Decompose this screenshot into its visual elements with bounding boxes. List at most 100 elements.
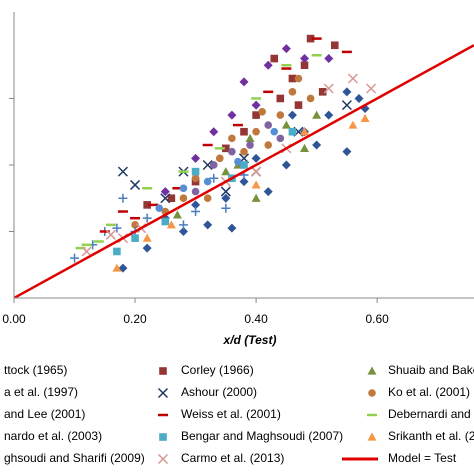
point: [347, 73, 358, 84]
point: [251, 180, 261, 189]
legend-label: ghsoudi and Sharifi (2009): [4, 451, 145, 465]
point: [251, 153, 261, 163]
point: [202, 159, 213, 171]
point: [258, 107, 266, 116]
point: [228, 134, 236, 143]
point: [203, 194, 212, 203]
point: [221, 167, 231, 176]
point: [354, 93, 364, 103]
point: [167, 194, 176, 203]
x-tick-label: 0.40: [244, 312, 268, 326]
x-axis-label: x/d (Test): [223, 333, 277, 347]
point: [209, 127, 219, 137]
point: [294, 74, 303, 83]
point: [245, 133, 255, 142]
point: [360, 113, 370, 123]
point: [251, 193, 261, 202]
legend-label: Weiss et al. (2001): [181, 407, 281, 421]
legend-label: Model = Test: [388, 451, 457, 465]
legend-label: and Lee (2001): [4, 407, 85, 421]
point: [342, 87, 352, 97]
point: [118, 263, 128, 273]
point: [270, 54, 279, 63]
point: [306, 34, 315, 43]
point: [246, 141, 254, 149]
point: [112, 223, 122, 233]
point: [209, 161, 218, 169]
point: [203, 177, 212, 186]
point: [348, 120, 358, 129]
point: [264, 141, 273, 149]
point: [330, 41, 339, 50]
point: [288, 127, 297, 136]
point: [281, 160, 291, 170]
point: [131, 234, 139, 242]
point: [179, 184, 188, 193]
point: [276, 111, 285, 119]
legend-marker: [367, 432, 377, 441]
point: [142, 243, 152, 253]
legend-marker: [157, 453, 169, 465]
point: [281, 44, 291, 54]
point: [300, 127, 310, 136]
point: [179, 194, 188, 203]
point: [342, 147, 352, 157]
point: [131, 221, 139, 229]
point: [288, 74, 297, 83]
point: [161, 217, 170, 226]
point: [264, 121, 273, 129]
point: [113, 247, 121, 256]
plot-area: [14, 34, 474, 298]
x-tick-label: 0.20: [123, 312, 147, 326]
point: [276, 94, 285, 103]
legend-label: ttock (1965): [4, 363, 67, 377]
legend-label: a et al. (1997): [4, 385, 78, 399]
point: [160, 193, 171, 204]
point: [324, 110, 334, 120]
point: [105, 229, 116, 240]
point: [166, 220, 176, 229]
point: [70, 253, 80, 263]
point: [324, 54, 334, 64]
point: [270, 127, 279, 136]
point: [252, 111, 260, 119]
point: [191, 167, 200, 176]
point: [221, 203, 231, 213]
point: [142, 233, 152, 242]
point: [252, 127, 260, 136]
point: [227, 110, 237, 120]
point: [287, 110, 297, 120]
point: [294, 101, 303, 109]
point: [191, 200, 201, 210]
point: [155, 204, 164, 213]
legend: ttock (1965) Corley (1966) Shuaib and Bake…: [4, 363, 474, 465]
model-line: [14, 44, 474, 298]
point: [251, 166, 262, 177]
legend-label: Bengar and Maghsoudi (2007): [181, 429, 343, 443]
point: [178, 220, 188, 230]
legend-label: Corley (1966): [181, 363, 254, 377]
point: [312, 140, 322, 150]
point: [318, 88, 327, 96]
point: [118, 193, 128, 203]
point: [112, 263, 122, 272]
point: [276, 134, 285, 143]
point: [341, 100, 352, 111]
point: [366, 83, 377, 94]
point: [323, 83, 334, 94]
point: [220, 186, 231, 197]
legend-label: Carmo et al. (2013): [181, 451, 284, 465]
point: [81, 246, 92, 257]
point: [172, 210, 182, 219]
point: [240, 161, 248, 169]
point: [222, 144, 230, 153]
point: [143, 201, 151, 209]
point: [191, 174, 200, 183]
x-tick-label: 0.00: [2, 312, 26, 326]
point: [227, 223, 237, 233]
legend-marker: [367, 366, 377, 375]
point: [191, 187, 200, 196]
point: [178, 226, 188, 236]
point: [306, 94, 315, 103]
